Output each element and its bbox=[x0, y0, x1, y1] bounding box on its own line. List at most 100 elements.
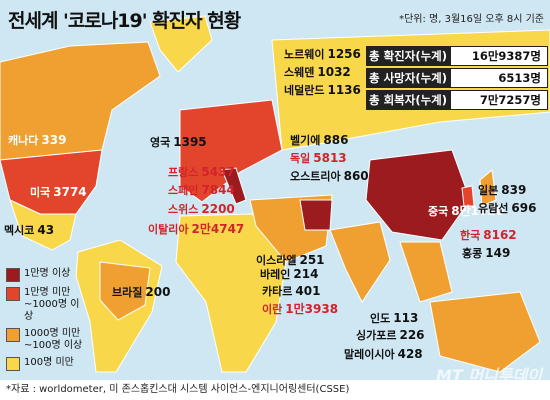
summary-label: 총 회복자(누계) bbox=[366, 90, 450, 110]
country-label: 홍콩 149 bbox=[462, 245, 510, 261]
country-name: 독일 bbox=[290, 152, 311, 165]
country-name: 미국 bbox=[30, 186, 51, 199]
japan bbox=[479, 169, 497, 207]
europe bbox=[179, 99, 283, 203]
country-value: 8만1020 bbox=[451, 204, 505, 218]
southeast-asia bbox=[399, 241, 453, 303]
legend-swatch bbox=[6, 268, 20, 282]
country-value: 226 bbox=[399, 328, 425, 342]
country-label: 카타르 401 bbox=[262, 283, 320, 299]
country-label: 일본 839 bbox=[478, 182, 526, 198]
legend-label: 1만명 미만~1000명 이상 bbox=[24, 287, 80, 322]
country-value: 2만4747 bbox=[191, 222, 245, 236]
country-label: 오스트리아 860 bbox=[290, 168, 369, 184]
country-label: 네덜란드 1136 bbox=[284, 82, 361, 98]
country-label: 프랑스 5437 bbox=[168, 164, 235, 180]
country-label: 이탈리아 2만4747 bbox=[148, 220, 244, 237]
country-name: 한국 bbox=[460, 229, 481, 242]
legend-swatch bbox=[6, 357, 20, 371]
country-label: 인도 113 bbox=[370, 310, 418, 326]
summary-row: 총 회복자(누계) 7만7257명 bbox=[366, 90, 548, 110]
country-name: 오스트리아 bbox=[290, 170, 341, 183]
country-name: 노르웨이 bbox=[284, 48, 325, 61]
country-label: 싱가포르 226 bbox=[356, 327, 425, 343]
country-value: 149 bbox=[485, 246, 511, 260]
country-label: 바레인 214 bbox=[260, 266, 318, 282]
country-value: 8162 bbox=[483, 228, 517, 242]
title: 전세계 '코로나19' 확진자 현황 bbox=[8, 10, 241, 32]
country-label: 캐나다 339 bbox=[8, 132, 66, 148]
country-value: 5813 bbox=[313, 151, 347, 165]
country-label: 미국 3774 bbox=[30, 184, 87, 200]
country-label: 스웨덴 1032 bbox=[284, 64, 351, 80]
country-name: 벨기에 bbox=[290, 134, 321, 147]
country-value: 1136 bbox=[327, 83, 361, 97]
country-value: 251 bbox=[299, 253, 325, 267]
country-label: 말레이시아 428 bbox=[344, 346, 423, 362]
country-value: 2200 bbox=[201, 202, 235, 216]
country-name: 네덜란드 bbox=[284, 84, 325, 97]
country-label: 스페인 7844 bbox=[168, 182, 235, 198]
country-name: 이란 bbox=[262, 303, 283, 316]
country-value: 3774 bbox=[53, 185, 87, 199]
country-value: 401 bbox=[295, 284, 321, 298]
greenland bbox=[149, 15, 213, 73]
country-label: 독일 5813 bbox=[290, 150, 347, 166]
country-name: 이스라엘 bbox=[256, 254, 297, 267]
legend-label: 100명 미만 bbox=[24, 357, 74, 368]
country-value: 43 bbox=[37, 223, 55, 237]
brazil bbox=[99, 261, 151, 321]
country-value: 1만3938 bbox=[285, 302, 339, 316]
summary-value: 16만9387명 bbox=[450, 46, 548, 66]
country-label: 벨기에 886 bbox=[290, 132, 348, 148]
country-value: 214 bbox=[293, 267, 319, 281]
mexico bbox=[9, 199, 77, 251]
country-label: 노르웨이 1256 bbox=[284, 46, 361, 62]
country-name: 홍콩 bbox=[462, 247, 483, 260]
summary-row: 총 확진자(누계) 16만9387명 bbox=[366, 46, 548, 66]
legend-swatch bbox=[6, 287, 20, 301]
country-name: 말레이시아 bbox=[344, 348, 395, 361]
country-name: 유람선 bbox=[478, 202, 509, 215]
country-name: 스웨덴 bbox=[284, 66, 315, 79]
country-value: 860 bbox=[343, 169, 369, 183]
country-value: 7844 bbox=[201, 183, 235, 197]
legend-item: 1만명 미만~1000명 이상 bbox=[6, 287, 86, 323]
summary-row: 총 사망자(누계) 6513명 bbox=[366, 68, 548, 88]
country-name: 스위스 bbox=[168, 203, 199, 216]
legend-item: 1000명 미만~100명 이상 bbox=[6, 328, 86, 352]
country-value: 1032 bbox=[317, 65, 351, 79]
country-name: 카타르 bbox=[262, 285, 293, 298]
korea bbox=[461, 185, 475, 207]
legend-item: 100명 미만 bbox=[6, 357, 86, 371]
iran bbox=[299, 199, 333, 231]
india bbox=[329, 221, 391, 303]
italy bbox=[221, 167, 247, 205]
note: *단위: 명, 3월16일 오후 8시 기준 bbox=[399, 14, 544, 25]
summary-value: 7만7257명 bbox=[450, 90, 548, 110]
country-label: 유람선 696 bbox=[478, 200, 536, 216]
country-value: 339 bbox=[41, 133, 67, 147]
country-label: 멕시코 43 bbox=[4, 222, 54, 238]
summary-value: 6513명 bbox=[450, 68, 548, 88]
country-label: 브라질 200 bbox=[112, 284, 170, 300]
summary-label: 총 확진자(누계) bbox=[366, 46, 450, 66]
country-value: 1395 bbox=[173, 135, 207, 149]
country-value: 428 bbox=[397, 347, 423, 361]
legend-label: 1만명 이상 bbox=[24, 268, 71, 279]
summary-box: 총 확진자(누계) 16만9387명 총 사망자(누계) 6513명 총 회복자(누계)… bbox=[366, 46, 548, 112]
country-name: 싱가포르 bbox=[356, 329, 397, 342]
country-label: 한국 8162 bbox=[460, 227, 517, 243]
australia bbox=[429, 291, 541, 373]
country-name: 프랑스 bbox=[168, 166, 199, 179]
country-name: 캐나다 bbox=[8, 134, 39, 147]
country-name: 인도 bbox=[370, 312, 391, 325]
country-value: 696 bbox=[511, 201, 537, 215]
country-value: 113 bbox=[393, 311, 419, 325]
summary-label: 총 사망자(누계) bbox=[366, 68, 450, 88]
country-name: 이탈리아 bbox=[148, 223, 189, 236]
china bbox=[365, 149, 471, 241]
country-value: 200 bbox=[145, 285, 171, 299]
